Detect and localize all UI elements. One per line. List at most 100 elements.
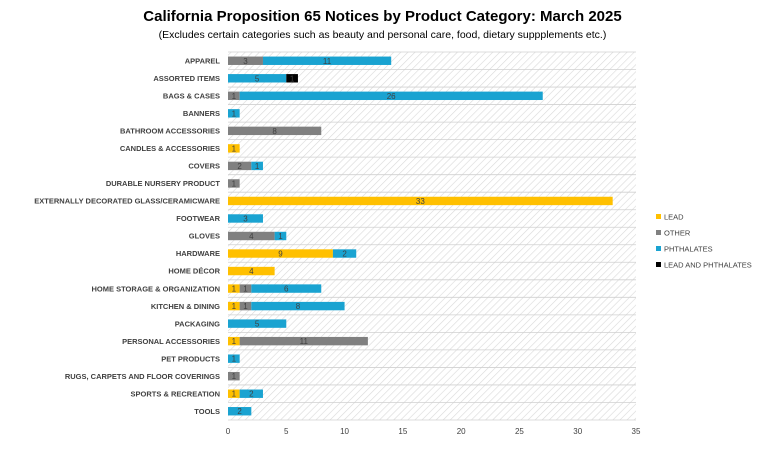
bar-segment <box>262 56 392 65</box>
data-label: 33 <box>416 197 425 206</box>
category-label: FOOTWEAR <box>176 214 220 223</box>
bar-segment <box>251 301 345 311</box>
x-tick-label: 0 <box>226 427 231 436</box>
category-label: PET PRODUCTS <box>161 354 220 363</box>
bar-segment <box>274 231 287 241</box>
bar-segment <box>228 126 322 136</box>
x-tick-label: 5 <box>284 427 289 436</box>
data-label: 2 <box>342 250 347 259</box>
data-label: 1 <box>232 109 237 118</box>
bar-segment <box>239 284 252 293</box>
x-tick-labels: 0 5 10 15 20 25 30 35 <box>226 427 641 436</box>
bar-segment <box>228 231 275 241</box>
category-label: SPORTS & RECREATION <box>131 389 220 398</box>
bar-segment <box>228 249 333 258</box>
legend-swatch <box>656 262 661 267</box>
data-label: 1 <box>232 337 237 346</box>
category-labels: APPAREL ASSORTED ITEMS BAGS & CASES BANNERS… <box>34 56 220 415</box>
legend-swatch <box>656 230 661 235</box>
data-label: 1 <box>232 92 237 101</box>
bar-segment <box>239 336 368 346</box>
bar-segment <box>228 56 263 65</box>
category-label: PACKAGING <box>175 319 220 328</box>
bar-segment <box>228 284 240 293</box>
category-label: DURABLE NURSERY PRODUCT <box>106 179 221 188</box>
bar-segment <box>228 196 613 206</box>
bar-segment <box>228 371 240 381</box>
legend-label: LEAD AND PHTHALATES <box>664 261 752 270</box>
category-label: CANDLES & ACCESSORIES <box>120 144 220 153</box>
bar-segment <box>228 319 287 328</box>
x-tick-label: 25 <box>515 427 524 436</box>
data-label: 8 <box>296 302 301 311</box>
bar-segment <box>228 301 240 311</box>
data-label: 11 <box>323 57 332 66</box>
category-label: RUGS, CARPETS AND FLOOR COVERINGS <box>65 372 220 381</box>
bar-segment <box>228 354 240 363</box>
legend-label: OTHER <box>664 229 691 238</box>
category-label: HOME DÉCOR <box>168 267 220 276</box>
data-label: 26 <box>387 92 396 101</box>
data-label: 5 <box>255 320 260 329</box>
x-tick-label: 35 <box>632 427 641 436</box>
plot-area <box>228 52 636 420</box>
data-label: 1 <box>243 285 248 294</box>
chart-subtitle: (Excludes certain categories such as bea… <box>158 29 607 41</box>
x-tick-label: 30 <box>573 427 582 436</box>
category-label: HARDWARE <box>176 249 220 258</box>
bar-segment <box>228 109 240 118</box>
chart-title: California Proposition 65 Notices by Pro… <box>143 8 622 25</box>
bar-segment <box>228 336 240 346</box>
bar-segment <box>228 407 252 416</box>
data-label: 3 <box>243 57 248 66</box>
bar-segment <box>239 389 263 398</box>
bar-segment <box>251 161 263 171</box>
x-tick-label: 10 <box>340 427 349 436</box>
legend: LEAD OTHER PHTHALATES LEAD AND PHTHALATES <box>656 213 752 270</box>
data-label: 1 <box>232 390 237 399</box>
category-label: COVERS <box>188 162 220 171</box>
bar-segment <box>286 74 298 83</box>
category-label: GLOVES <box>189 232 220 241</box>
data-label: 1 <box>290 74 295 83</box>
data-label: 8 <box>272 127 277 136</box>
bar-segment <box>239 91 543 101</box>
category-label: KITCHEN & DINING <box>151 302 220 311</box>
bar-segment <box>251 284 322 293</box>
data-label: 1 <box>232 372 237 381</box>
legend-label: PHTHALATES <box>664 245 713 254</box>
data-label: 2 <box>249 390 254 399</box>
bar-segment <box>228 179 240 188</box>
bar-segment <box>332 249 357 258</box>
data-label: 5 <box>255 74 260 83</box>
x-tick-label: 15 <box>398 427 407 436</box>
data-label: 1 <box>232 355 237 364</box>
data-label: 1 <box>255 162 260 171</box>
category-label: BATHROOM ACCESSORIES <box>120 127 220 136</box>
bar-segment <box>239 301 252 311</box>
legend-swatch <box>656 246 661 251</box>
category-label: EXTERNALLY DECORATED GLASS/CERAMICWARE <box>34 197 220 206</box>
data-label: 3 <box>243 214 248 223</box>
data-label: 2 <box>237 162 242 171</box>
legend-label: LEAD <box>664 213 684 222</box>
bar-segment <box>228 266 275 276</box>
category-label: BANNERS <box>183 109 220 118</box>
bar-segment <box>228 161 252 171</box>
data-label: 1 <box>232 179 237 188</box>
data-label: 1 <box>232 285 237 294</box>
category-label: HOME STORAGE & ORGANIZATION <box>92 284 220 293</box>
bar-segment <box>228 91 240 101</box>
category-label: TOOLS <box>194 407 220 416</box>
data-label: 1 <box>243 302 248 311</box>
bar-segment <box>228 214 263 223</box>
data-label: 4 <box>249 232 254 241</box>
gridlines <box>228 51 636 421</box>
data-label: 1 <box>278 232 283 241</box>
category-label: ASSORTED ITEMS <box>153 74 220 83</box>
data-label: 11 <box>300 337 309 346</box>
bar-segment <box>228 389 240 398</box>
data-label: 1 <box>232 302 237 311</box>
